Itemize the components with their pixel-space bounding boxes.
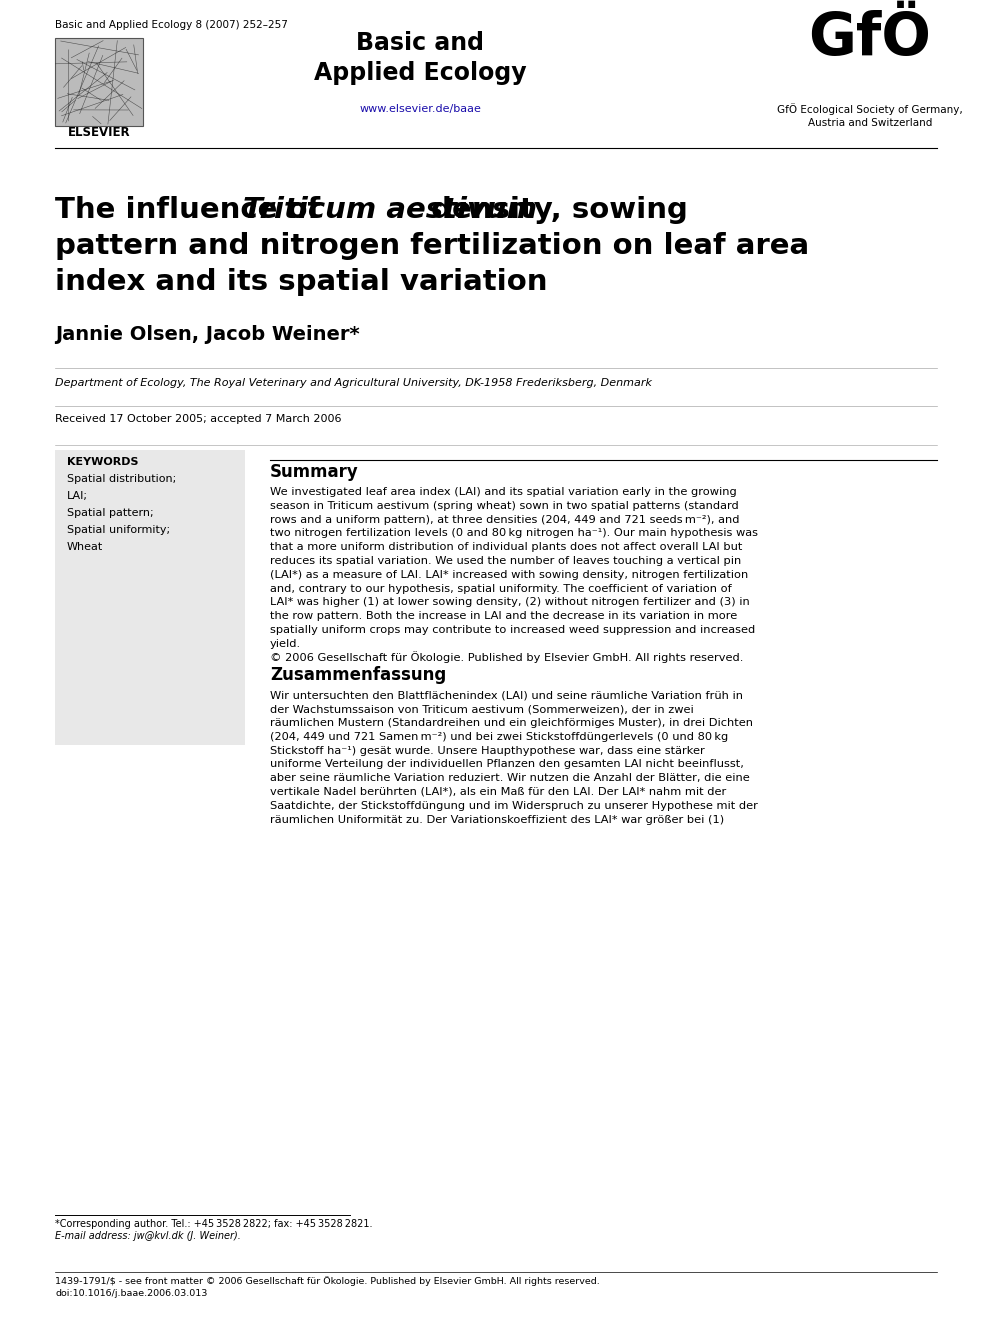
Text: season in Triticum aestivum (spring wheat) sown in two spatial patterns (standar: season in Triticum aestivum (spring whea…: [270, 501, 739, 511]
Text: KEYWORDS: KEYWORDS: [67, 456, 139, 467]
Text: Department of Ecology, The Royal Veterinary and Agricultural University, DK-1958: Department of Ecology, The Royal Veterin…: [55, 378, 652, 388]
Text: Triticum aestivum: Triticum aestivum: [243, 196, 537, 224]
Text: density, sowing: density, sowing: [421, 196, 687, 224]
Text: spatially uniform crops may contribute to increased weed suppression and increas: spatially uniform crops may contribute t…: [270, 624, 755, 635]
Text: (204, 449 und 721 Samen m⁻²) und bei zwei Stickstoffdüngerlevels (0 und 80 kg: (204, 449 und 721 Samen m⁻²) und bei zwe…: [270, 732, 728, 742]
Text: Spatial pattern;: Spatial pattern;: [67, 508, 154, 519]
Text: index and its spatial variation: index and its spatial variation: [55, 269, 548, 296]
Text: LAI;: LAI;: [67, 491, 88, 501]
Text: doi:10.1016/j.baae.2006.03.013: doi:10.1016/j.baae.2006.03.013: [55, 1289, 207, 1298]
Text: GfÖ: GfÖ: [808, 11, 931, 67]
Text: the row pattern. Both the increase in LAI and the decrease in its variation in m: the row pattern. Both the increase in LA…: [270, 611, 737, 622]
Text: Summary: Summary: [270, 463, 359, 482]
Text: pattern and nitrogen fertilization on leaf area: pattern and nitrogen fertilization on le…: [55, 232, 809, 261]
Text: The influence of: The influence of: [55, 196, 330, 224]
Text: ELSEVIER: ELSEVIER: [67, 126, 130, 139]
Text: GfÖ Ecological Society of Germany,: GfÖ Ecological Society of Germany,: [777, 103, 963, 115]
Text: reduces its spatial variation. We used the number of leaves touching a vertical : reduces its spatial variation. We used t…: [270, 556, 741, 566]
Text: Saatdichte, der Stickstoffdüngung und im Widerspruch zu unserer Hypothese mit de: Saatdichte, der Stickstoffdüngung und im…: [270, 800, 758, 811]
Text: Basic and: Basic and: [356, 30, 484, 56]
Text: räumlichen Uniformität zu. Der Variationskoeffizient des LAI* war größer bei (1): räumlichen Uniformität zu. Der Variation…: [270, 815, 724, 824]
Text: *Corresponding author. Tel.: +45 3528 2822; fax: +45 3528 2821.: *Corresponding author. Tel.: +45 3528 28…: [55, 1218, 373, 1229]
Text: räumlichen Mustern (Standardreihen und ein gleichförmiges Muster), in drei Dicht: räumlichen Mustern (Standardreihen und e…: [270, 718, 753, 728]
Text: Austria and Switzerland: Austria and Switzerland: [807, 118, 932, 128]
Text: 1439-1791/$ - see front matter © 2006 Gesellschaft für Ökologie. Published by El: 1439-1791/$ - see front matter © 2006 Ge…: [55, 1277, 600, 1286]
Text: (LAI*) as a measure of LAI. LAI* increased with sowing density, nitrogen fertili: (LAI*) as a measure of LAI. LAI* increas…: [270, 570, 748, 579]
Text: two nitrogen fertilization levels (0 and 80 kg nitrogen ha⁻¹). Our main hypothes: two nitrogen fertilization levels (0 and…: [270, 528, 758, 538]
FancyBboxPatch shape: [55, 38, 143, 126]
Text: aber seine räumliche Variation reduziert. Wir nutzen die Anzahl der Blätter, die: aber seine räumliche Variation reduziert…: [270, 773, 750, 783]
Text: rows and a uniform pattern), at three densities (204, 449 and 721 seeds m⁻²), an: rows and a uniform pattern), at three de…: [270, 515, 739, 525]
Text: that a more uniform distribution of individual plants does not affect overall LA: that a more uniform distribution of indi…: [270, 542, 742, 552]
Text: Zusammenfassung: Zusammenfassung: [270, 667, 446, 684]
Text: Spatial distribution;: Spatial distribution;: [67, 474, 177, 484]
Text: Stickstoff ha⁻¹) gesät wurde. Unsere Haupthypothese war, dass eine stärker: Stickstoff ha⁻¹) gesät wurde. Unsere Hau…: [270, 746, 704, 755]
Text: and, contrary to our hypothesis, spatial uniformity. The coefficient of variatio: and, contrary to our hypothesis, spatial…: [270, 583, 732, 594]
Text: der Wachstumssaison von Triticum aestivum (Sommerweizen), der in zwei: der Wachstumssaison von Triticum aestivu…: [270, 704, 693, 714]
FancyBboxPatch shape: [55, 450, 245, 745]
Text: LAI* was higher (1) at lower sowing density, (2) without nitrogen fertilizer and: LAI* was higher (1) at lower sowing dens…: [270, 598, 750, 607]
Text: Wheat: Wheat: [67, 542, 103, 552]
Text: uniforme Verteilung der individuellen Pflanzen den gesamten LAI nicht beeinfluss: uniforme Verteilung der individuellen Pf…: [270, 759, 744, 770]
Text: vertikale Nadel berührten (LAI*), als ein Maß für den LAI. Der LAI* nahm mit der: vertikale Nadel berührten (LAI*), als ei…: [270, 787, 726, 796]
Text: Basic and Applied Ecology 8 (2007) 252–257: Basic and Applied Ecology 8 (2007) 252–2…: [55, 20, 288, 30]
Text: Spatial uniformity;: Spatial uniformity;: [67, 525, 170, 534]
Text: Jannie Olsen, Jacob Weiner*: Jannie Olsen, Jacob Weiner*: [55, 325, 360, 344]
Text: www.elsevier.de/baae: www.elsevier.de/baae: [359, 105, 481, 114]
Text: Wir untersuchten den Blattflächenindex (LAI) und seine räumliche Variation früh : Wir untersuchten den Blattflächenindex (…: [270, 691, 743, 700]
Text: We investigated leaf area index (LAI) and its spatial variation early in the gro: We investigated leaf area index (LAI) an…: [270, 487, 737, 497]
Text: E-mail address: jw@kvl.dk (J. Weiner).: E-mail address: jw@kvl.dk (J. Weiner).: [55, 1230, 241, 1241]
Text: yield.: yield.: [270, 639, 302, 648]
Text: © 2006 Gesellschaft für Ökologie. Published by Elsevier GmbH. All rights reserve: © 2006 Gesellschaft für Ökologie. Publis…: [270, 651, 743, 663]
Text: Received 17 October 2005; accepted 7 March 2006: Received 17 October 2005; accepted 7 Mar…: [55, 414, 341, 423]
Text: Applied Ecology: Applied Ecology: [313, 61, 527, 85]
